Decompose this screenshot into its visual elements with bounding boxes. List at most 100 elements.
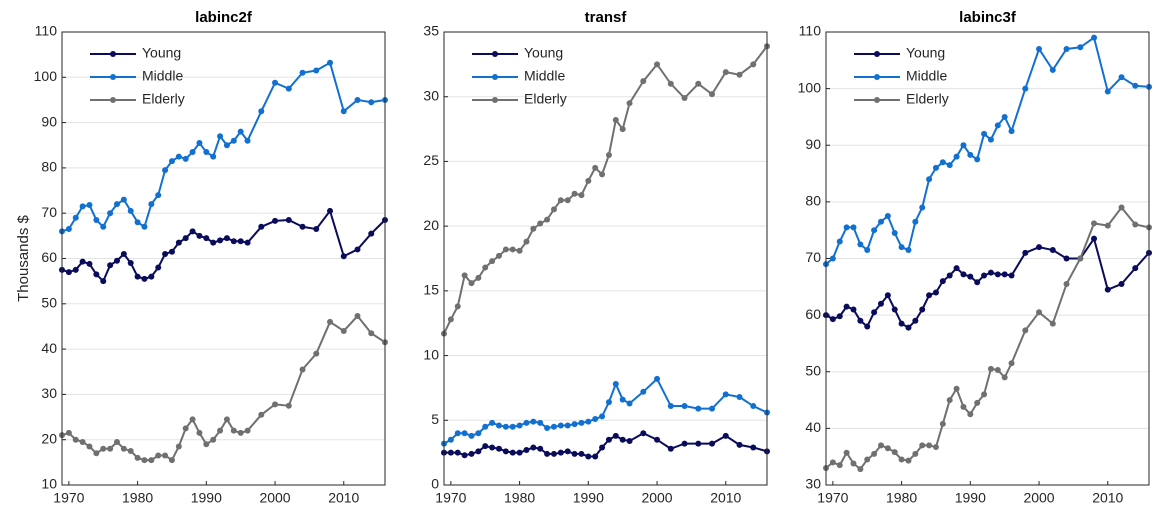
data-point xyxy=(981,130,988,137)
data-point xyxy=(619,126,626,133)
data-point xyxy=(877,300,884,307)
chart-title: transf xyxy=(585,9,628,26)
data-point xyxy=(354,246,361,253)
y-tick-label: 25 xyxy=(423,152,439,168)
data-point xyxy=(189,416,196,423)
data-point xyxy=(884,213,891,220)
data-point xyxy=(162,452,169,459)
data-point xyxy=(141,457,148,464)
data-point xyxy=(516,449,523,456)
legend-marker xyxy=(492,74,498,80)
data-point xyxy=(1091,34,1098,41)
data-point xyxy=(884,445,891,452)
data-point xyxy=(564,448,571,455)
data-point xyxy=(544,450,551,457)
y-tick-label: 100 xyxy=(34,68,58,84)
y-tick-label: 70 xyxy=(41,204,57,220)
data-point xyxy=(162,167,169,174)
data-point xyxy=(681,95,688,102)
y-tick-label: 5 xyxy=(431,411,439,427)
data-point xyxy=(93,216,100,223)
data-point xyxy=(640,388,647,395)
y-tick-label: 110 xyxy=(799,23,822,39)
data-point xyxy=(237,429,244,436)
data-point xyxy=(495,445,502,452)
x-tick-label: 2010 xyxy=(710,490,741,506)
data-point xyxy=(327,318,334,325)
data-point xyxy=(864,456,871,463)
legend-label: Elderly xyxy=(142,91,185,107)
y-tick-label: 50 xyxy=(805,362,821,378)
data-point xyxy=(327,207,334,214)
data-point xyxy=(523,238,530,245)
data-point xyxy=(79,203,86,210)
panel: 30 40 50 60 70 80 90 100 110 1970 1980 1990 2000 2010… xyxy=(798,9,1152,506)
data-point xyxy=(113,438,120,445)
data-point xyxy=(681,403,688,410)
data-point xyxy=(912,218,919,225)
data-point xyxy=(368,330,375,337)
x-tick-label: 1980 xyxy=(886,490,917,506)
data-point xyxy=(599,444,606,451)
data-point xyxy=(898,244,905,251)
data-point xyxy=(850,224,857,231)
data-point xyxy=(974,399,981,406)
data-point xyxy=(65,226,72,233)
data-point xyxy=(654,61,661,68)
data-point xyxy=(155,264,162,271)
legend-marker xyxy=(110,51,116,57)
data-point xyxy=(65,269,72,276)
data-point xyxy=(120,445,127,452)
x-tick-label: 2010 xyxy=(328,490,359,506)
data-point xyxy=(891,306,898,313)
y-tick-label: 60 xyxy=(41,249,57,265)
data-point xyxy=(919,306,926,313)
data-point xyxy=(836,238,843,245)
data-point xyxy=(523,447,530,454)
data-point xyxy=(592,164,599,171)
data-point xyxy=(217,237,224,244)
data-point xyxy=(134,219,141,226)
data-point xyxy=(843,449,850,456)
data-point xyxy=(891,449,898,456)
data-point xyxy=(489,419,496,426)
y-tick-label: 30 xyxy=(805,476,821,492)
data-point xyxy=(79,438,86,445)
data-point xyxy=(244,137,251,144)
y-tick-label: 10 xyxy=(41,476,57,492)
data-point xyxy=(461,272,468,279)
data-point xyxy=(1132,82,1139,89)
data-point xyxy=(516,422,523,429)
data-point xyxy=(1049,320,1056,327)
data-point xyxy=(974,279,981,286)
data-point xyxy=(722,391,729,398)
data-point xyxy=(871,309,878,316)
x-tick-label: 1970 xyxy=(53,490,84,506)
data-point xyxy=(175,443,182,450)
data-point xyxy=(217,133,224,140)
data-point xyxy=(750,403,757,410)
axes-box xyxy=(443,31,768,486)
data-point xyxy=(86,260,93,267)
data-point xyxy=(468,450,475,457)
data-point xyxy=(1118,74,1125,81)
data-point xyxy=(905,324,912,331)
data-point xyxy=(994,122,1001,129)
data-point xyxy=(946,162,953,169)
data-point xyxy=(299,69,306,76)
data-point xyxy=(72,214,79,221)
data-point xyxy=(447,449,454,456)
legend-marker xyxy=(874,51,880,57)
data-point xyxy=(592,453,599,460)
data-point xyxy=(258,108,265,115)
data-point xyxy=(447,436,454,443)
data-point xyxy=(919,204,926,211)
data-point xyxy=(489,258,496,265)
data-point xyxy=(1132,221,1139,228)
data-point xyxy=(340,108,347,115)
data-point xyxy=(495,422,502,429)
data-point xyxy=(967,411,974,418)
data-point xyxy=(482,264,489,271)
data-point xyxy=(709,405,716,412)
data-point xyxy=(967,273,974,280)
